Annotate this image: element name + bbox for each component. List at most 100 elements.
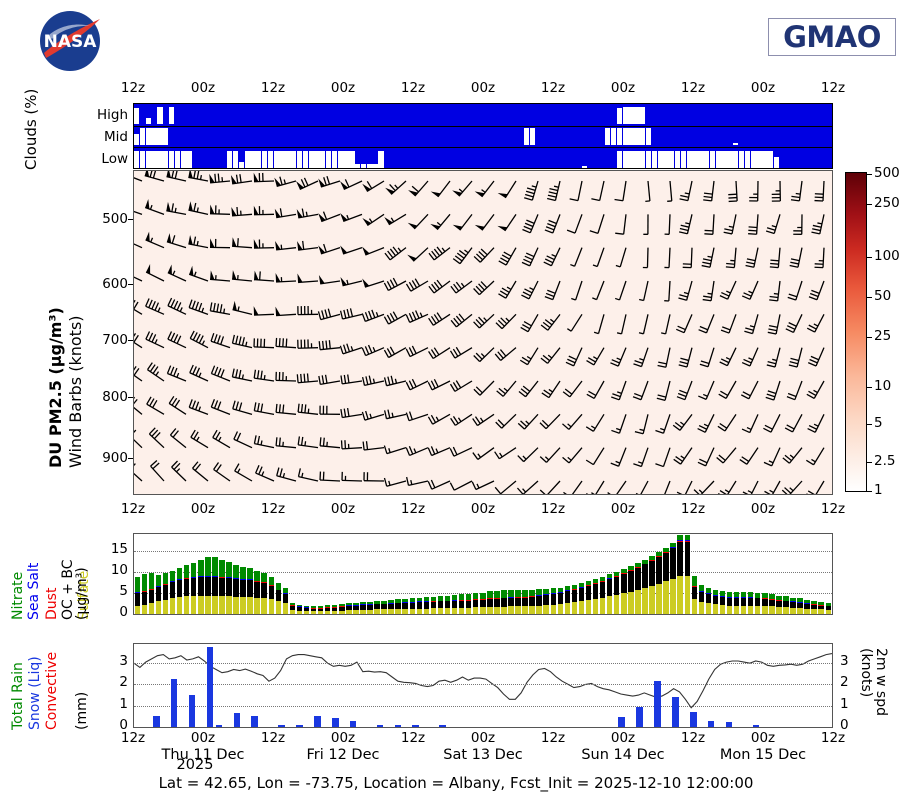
wind-barb: [210, 398, 231, 415]
aerosol-segment-sulfate: [169, 598, 176, 614]
cloud-row-low: [134, 148, 832, 170]
wind-barb: [495, 313, 517, 330]
wind-barb: [405, 411, 429, 422]
aerosol-bar: [515, 589, 521, 614]
wind-barb: [210, 270, 231, 282]
aerosol-segment-sulfate: [613, 595, 620, 614]
cloud-bar: [145, 117, 151, 124]
aerosol-bar: [226, 562, 232, 614]
wind-barb: [473, 347, 495, 363]
wind-barb: [703, 180, 715, 202]
cloud-bar: [686, 150, 692, 168]
aerosol-segment-nitrate: [303, 606, 310, 608]
wind-barb-field: [134, 171, 832, 494]
wind-barb: [793, 214, 803, 235]
aerosol-bar: [684, 535, 690, 614]
wind-barb: [566, 214, 583, 234]
wind-speed-y-tick: 0: [840, 717, 849, 733]
wind-barb: [134, 210, 143, 215]
precip-bar: [376, 725, 384, 727]
time-tick: 00z: [470, 730, 496, 746]
aerosol-segment-oc-bc: [381, 604, 387, 610]
wind-barb: [667, 180, 673, 202]
aerosol-segment-sulfate: [487, 606, 493, 614]
aerosol-segment-sulfate: [134, 605, 141, 614]
aerosol-segment-oc-bc: [550, 594, 557, 605]
aerosol-bar: [458, 594, 465, 614]
wind-barb: [664, 280, 671, 302]
wind-barb: [452, 213, 473, 231]
aerosol-segment-nitrate: [656, 551, 662, 556]
aerosol-bar: [522, 590, 528, 614]
wind-barb: [473, 247, 495, 263]
wind-barb: [539, 413, 561, 430]
wind-barb: [297, 273, 319, 284]
aerosol-bar: [733, 591, 740, 614]
wind-barb: [231, 368, 253, 382]
aerosol-segment-nitrate: [282, 588, 289, 594]
wind-barb: [748, 214, 759, 235]
aerosol-segment-oc-bc: [705, 594, 712, 604]
aerosol-segment-oc-bc: [289, 605, 296, 610]
aerosol-bar: [268, 577, 274, 614]
precip-bar: [152, 716, 160, 727]
precip-legend-snow-liq-: Snow (Liq): [27, 656, 43, 730]
aerosol-segment-nitrate: [183, 565, 190, 578]
wind-barb: [638, 314, 649, 335]
time-tick: 12z: [120, 730, 146, 746]
aerosol-segment-sulfate: [606, 596, 613, 614]
wind-barb: [274, 176, 297, 187]
aerosol-segment-oc-bc: [804, 603, 810, 609]
wind-barb: [562, 413, 583, 430]
wind-barb: [188, 299, 209, 315]
aerosol-segment-sulfate: [705, 603, 712, 614]
wind-barb: [769, 280, 781, 302]
cloud-bar: [302, 150, 309, 168]
aerosol-segment-oc-bc: [769, 599, 775, 607]
wind-barb: [806, 380, 825, 400]
aerosol-segment-nitrate: [430, 596, 437, 601]
wind-barb: [232, 237, 253, 249]
aerosol-segment-sulfate: [451, 607, 458, 614]
wind-barb: [340, 440, 363, 450]
cloud-bar: [325, 150, 332, 168]
aerosol-segment-oc-bc: [501, 598, 507, 607]
wind-barb: [145, 231, 165, 249]
aerosol-gridline: [134, 571, 832, 573]
aerosol-segment-nitrate: [317, 606, 324, 608]
cloud-bar: [134, 107, 140, 124]
wind-barb: [521, 280, 539, 300]
wind-barb: [473, 380, 495, 396]
wind-barb: [275, 437, 297, 449]
aerosol-segment-oc-bc: [698, 592, 705, 603]
aerosol-bar: [472, 592, 479, 614]
wind-barb: [146, 396, 165, 415]
wind-speed-path: [134, 653, 832, 709]
wind-barb: [145, 331, 165, 349]
precip-bar: [618, 717, 625, 727]
wind-barb: [134, 366, 143, 382]
aerosol-segment-nitrate: [755, 592, 761, 598]
wind-barb: [655, 414, 671, 434]
wind-barb: [790, 180, 803, 202]
wind-barb: [318, 340, 341, 351]
cloud-bar: [291, 150, 297, 168]
cloud-bar: [628, 106, 634, 124]
aerosol-bar: [374, 601, 380, 614]
wind-barb: [166, 201, 187, 215]
wind-barb: [427, 378, 451, 391]
cloud-bar: [762, 150, 768, 168]
aerosol-segment-oc-bc: [430, 601, 437, 609]
wind-barb: [676, 480, 693, 494]
aerosol-segment-sulfate: [621, 593, 627, 614]
wind-barb: [167, 264, 187, 282]
colorbar-tick-mark: [866, 204, 872, 205]
pressure-tick-mark: [128, 219, 134, 220]
wind-barb: [586, 480, 605, 494]
aerosol-bar: [198, 559, 204, 614]
precip-bar: [752, 725, 760, 727]
cloud-bar: [727, 150, 733, 168]
aerosol-bar: [642, 559, 648, 614]
aerosol-segment-nitrate: [254, 570, 260, 581]
aerosol-segment-nitrate: [261, 573, 267, 582]
